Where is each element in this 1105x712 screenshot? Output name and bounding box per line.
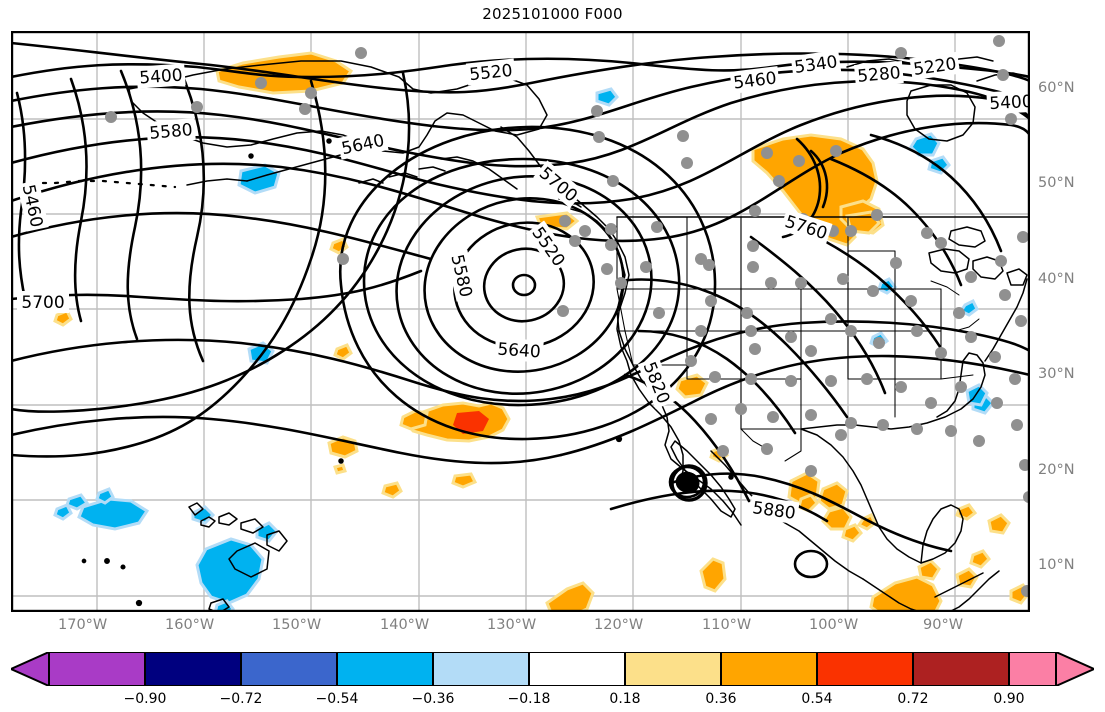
- positive-core-patch: [453, 411, 489, 434]
- geopotential-height-contours: [11, 41, 1030, 579]
- lat-label-10n: 10°N: [1038, 557, 1075, 573]
- cbar-under-arrow: [11, 652, 50, 686]
- cbar-seg-6: [624, 652, 722, 686]
- map-svg: 5400 5520 5460 5340 5280 5220 5400 5580 …: [11, 31, 1030, 612]
- special-marker: [670, 464, 708, 502]
- cbar-tick-1: −0.72: [219, 691, 263, 707]
- map-frame: [11, 31, 1030, 612]
- cbar-seg-3: [336, 652, 434, 686]
- coastlines-and-borders: [29, 56, 1030, 612]
- lon-label-90w: 90°W: [923, 617, 964, 633]
- svg-text:5400: 5400: [989, 92, 1030, 114]
- lon-label-150w: 150°W: [272, 617, 322, 633]
- svg-text:5700: 5700: [21, 293, 64, 313]
- lon-label-110w: 110°W: [702, 617, 752, 633]
- cbar-seg-0: [48, 652, 146, 686]
- cbar-tick-0: −0.90: [123, 691, 167, 707]
- cbar-tick-7: 0.54: [801, 691, 833, 707]
- cbar-tick-3: −0.36: [411, 691, 455, 707]
- cbar-tick-9: 0.90: [993, 691, 1025, 707]
- negative-anomaly-shading: [53, 87, 996, 612]
- cbar-seg-4: [432, 652, 530, 686]
- lat-label-30n: 30°N: [1038, 366, 1075, 382]
- cbar-seg-8: [816, 652, 914, 686]
- cbar-seg-2: [240, 652, 338, 686]
- colorbar-svg: [11, 652, 1094, 686]
- lon-label-120w: 120°W: [594, 617, 644, 633]
- figure-title: 2025101000 F000: [482, 5, 623, 23]
- lat-label-50n: 50°N: [1038, 175, 1075, 191]
- svg-text:5280: 5280: [857, 63, 902, 87]
- cbar-seg-10: [1008, 652, 1057, 686]
- cbar-over-arrow: [1055, 652, 1094, 686]
- svg-text:5520: 5520: [468, 61, 513, 85]
- lat-label-60n: 60°N: [1038, 80, 1075, 96]
- cbar-tick-8: 0.72: [897, 691, 929, 707]
- cbar-seg-7: [720, 652, 818, 686]
- lon-label-140w: 140°W: [380, 617, 430, 633]
- lat-label-40n: 40°N: [1038, 271, 1075, 287]
- svg-text:5640: 5640: [497, 340, 542, 363]
- cbar-tick-2: −0.54: [315, 691, 359, 707]
- cbar-tick-4: −0.18: [507, 691, 551, 707]
- cbar-seg-5: [528, 652, 626, 686]
- lat-label-20n: 20°N: [1038, 462, 1075, 478]
- cbar-tick-5: 0.18: [609, 691, 641, 707]
- colorbar[interactable]: [11, 652, 1094, 686]
- cbar-tick-6: 0.36: [705, 691, 737, 707]
- cbar-seg-1: [144, 652, 242, 686]
- map-plot-area[interactable]: 5400 5520 5460 5340 5280 5220 5400 5580 …: [11, 31, 1030, 612]
- lon-label-100w: 100°W: [809, 617, 859, 633]
- lon-label-170w: 170°W: [58, 617, 108, 633]
- lon-label-130w: 130°W: [487, 617, 537, 633]
- cbar-seg-9: [912, 652, 1010, 686]
- station-markers: [105, 35, 1030, 597]
- svg-text:5580: 5580: [149, 120, 194, 144]
- svg-text:5400: 5400: [139, 66, 184, 89]
- lon-label-160w: 160°W: [165, 617, 215, 633]
